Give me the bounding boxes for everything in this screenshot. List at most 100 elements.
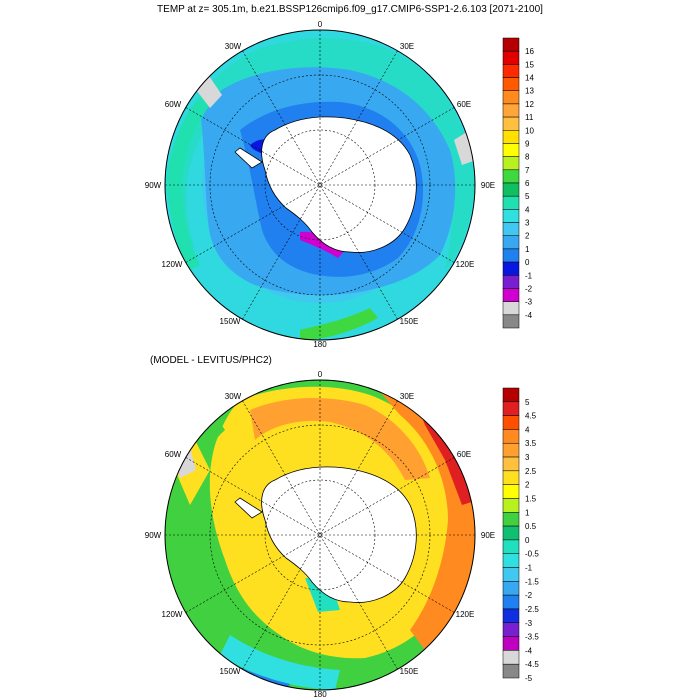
colorbar-swatch bbox=[502, 636, 520, 651]
colorbar-swatch bbox=[502, 143, 520, 157]
colorbar-label: -1 bbox=[525, 271, 533, 280]
colorbar-label: 2 bbox=[525, 232, 530, 241]
lon-label-60e-2: 60E bbox=[457, 450, 471, 459]
colorbar-label: 13 bbox=[525, 87, 534, 96]
colorbar-swatch bbox=[502, 288, 520, 302]
colorbar-swatch bbox=[502, 37, 520, 52]
lon-label-120e: 120E bbox=[456, 260, 475, 269]
colorbar-swatch bbox=[502, 525, 520, 541]
colorbar-swatch bbox=[502, 64, 520, 78]
lon-label-120e-2: 120E bbox=[456, 610, 475, 619]
colorbar-swatch bbox=[502, 222, 520, 236]
colorbar-label: 9 bbox=[525, 139, 530, 148]
colorbar-label: 15 bbox=[525, 60, 534, 69]
colorbar-label: 5 bbox=[525, 192, 530, 201]
colorbar-label: 10 bbox=[525, 126, 534, 135]
lon-label-120w: 120W bbox=[162, 260, 183, 269]
colorbar-swatch bbox=[502, 50, 520, 65]
model-minus-levitus-map: 0 30E 60E 90E 120E 150E 180 150W 120W 90… bbox=[145, 370, 540, 699]
lon-label-150e-2: 150E bbox=[400, 667, 419, 676]
colorbar-label: 3.5 bbox=[525, 439, 537, 448]
colorbar-swatch bbox=[502, 470, 520, 485]
colorbar-anomaly: 5 4.5 4 3.5 3 2.5 2 1.5 1 0.5 0 -0.5 -1 -1.5 -2 -2.5 -3 -… bbox=[502, 387, 539, 683]
colorbar-swatch bbox=[502, 553, 520, 568]
colorbar-swatch bbox=[502, 512, 520, 527]
lon-label-90e: 90E bbox=[481, 181, 495, 190]
lon-label-180-2: 180 bbox=[313, 690, 327, 699]
colorbar-swatch bbox=[502, 415, 520, 430]
colorbar-swatch bbox=[502, 301, 520, 316]
colorbar-swatch bbox=[502, 401, 520, 416]
colorbar-label: -3.5 bbox=[525, 633, 539, 642]
colorbar-swatch bbox=[502, 314, 520, 329]
colorbar-swatch bbox=[502, 567, 520, 582]
colorbar-label: 0 bbox=[525, 536, 530, 545]
colorbar-label: -5 bbox=[525, 674, 533, 683]
colorbar-label: 3 bbox=[525, 453, 530, 462]
colorbar-swatch bbox=[502, 209, 520, 223]
colorbar-swatch bbox=[502, 650, 520, 665]
colorbar-swatch bbox=[502, 581, 520, 596]
colorbar-label: -0.5 bbox=[525, 550, 539, 559]
map-boundary bbox=[164, 29, 476, 341]
colorbar-label: 2 bbox=[525, 481, 530, 490]
model-temperature-map: 0 30E 60E 90E 120E 150E 180 150W 120W 90… bbox=[145, 20, 535, 349]
lon-label-30w-2: 30W bbox=[225, 392, 242, 401]
anomaly-pacific-yellow bbox=[175, 440, 210, 505]
lon-label-60w: 60W bbox=[165, 100, 182, 109]
colorbar-label: 3 bbox=[525, 219, 530, 228]
lon-label-120w-2: 120W bbox=[162, 610, 183, 619]
colorbar-swatch bbox=[502, 442, 520, 458]
colorbar-swatch bbox=[502, 261, 520, 276]
lon-label-90e-2: 90E bbox=[481, 531, 495, 540]
lon-label-30w: 30W bbox=[225, 42, 242, 51]
lon-label-60w-2: 60W bbox=[165, 450, 182, 459]
colorbar-label: 11 bbox=[525, 113, 534, 122]
anomaly-south-cyan bbox=[220, 635, 340, 690]
colorbar-swatch bbox=[502, 182, 520, 197]
colorbar-swatch bbox=[502, 248, 520, 263]
colorbar-label: 4.5 bbox=[525, 412, 537, 421]
colorbar-label: -2.5 bbox=[525, 605, 539, 614]
colorbar-label: 16 bbox=[525, 47, 534, 56]
colorbar-label: 7 bbox=[525, 166, 530, 175]
colorbar-label: -4.5 bbox=[525, 660, 539, 669]
colorbar-label: 0 bbox=[525, 258, 530, 267]
lon-label-0: 0 bbox=[318, 20, 323, 29]
colorbar-label: 8 bbox=[525, 153, 530, 162]
colorbar-label: 14 bbox=[525, 74, 534, 83]
colorbar-label: 1 bbox=[525, 508, 530, 517]
colorbar-label: -4 bbox=[525, 311, 533, 320]
colorbar-swatch bbox=[502, 456, 520, 472]
lon-label-90w: 90W bbox=[145, 181, 162, 190]
lon-label-150w-2: 150W bbox=[220, 667, 241, 676]
colorbar-label: 4 bbox=[525, 205, 530, 214]
lon-label-90w-2: 90W bbox=[145, 531, 162, 540]
colorbar-swatch bbox=[502, 235, 520, 250]
colorbar-swatch bbox=[502, 77, 520, 91]
lon-label-30e-2: 30E bbox=[400, 392, 414, 401]
colorbar-label: 1 bbox=[525, 245, 530, 254]
colorbar-label: 4 bbox=[525, 425, 530, 434]
colorbar-swatch bbox=[502, 116, 520, 131]
colorbar-swatch bbox=[502, 103, 520, 118]
colorbar-label: -3 bbox=[525, 298, 533, 307]
ross-cold-patch bbox=[300, 231, 345, 258]
colorbar-swatch bbox=[502, 622, 520, 637]
colorbar-swatch bbox=[502, 429, 520, 444]
colorbar-swatch bbox=[502, 484, 520, 499]
ross-sea-strip bbox=[300, 308, 378, 340]
colorbar-label: -4 bbox=[525, 646, 533, 655]
lon-label-150e: 150E bbox=[400, 317, 419, 326]
lon-label-30e: 30E bbox=[400, 42, 414, 51]
colorbar-label: -2 bbox=[525, 284, 533, 293]
difference-subtitle: (MODEL - LEVITUS/PHC2) bbox=[150, 355, 272, 366]
colorbar-label: -2 bbox=[525, 591, 533, 600]
colorbar-swatch bbox=[502, 195, 520, 210]
colorbar-swatch bbox=[502, 130, 520, 144]
colorbar-label: -1.5 bbox=[525, 577, 539, 586]
colorbar-label: 12 bbox=[525, 100, 534, 109]
colorbar-label: -1 bbox=[525, 564, 533, 573]
